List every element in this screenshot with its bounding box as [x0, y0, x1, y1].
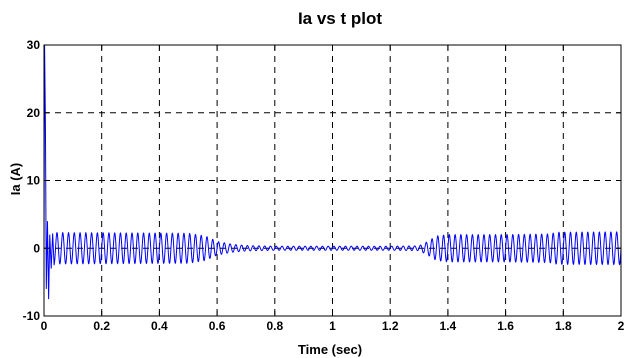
x-tick-label: 0	[41, 319, 48, 333]
y-tick-label: 0	[33, 241, 40, 255]
x-tick-label: 1.4	[440, 319, 457, 333]
series-layer	[43, 44, 622, 300]
x-tick-label: 1.8	[555, 319, 572, 333]
x-tick-label: 0.2	[93, 319, 110, 333]
chart-title: Ia vs t plot	[298, 9, 382, 28]
y-tick-label: -10	[23, 309, 41, 323]
y-tick-label: 30	[27, 38, 41, 52]
y-axis-ticks: -10 0 10 20 30	[23, 38, 621, 323]
x-tick-label: 0.4	[151, 319, 168, 333]
x-tick-label: 2	[618, 319, 625, 333]
y-tick-label: 10	[27, 174, 41, 188]
x-axis-label: Time (sec)	[298, 342, 362, 357]
x-tick-label: 1.6	[497, 319, 514, 333]
x-axis-ticks: 0 0.2 0.4 0.6 0.8 1 1.2 1.4 1.6 1.8 2	[41, 45, 625, 333]
x-tick-label: 1.2	[382, 319, 399, 333]
x-tick-label: 0.8	[266, 319, 283, 333]
plot-area	[43, 44, 622, 317]
y-axis-label: Ia (A)	[8, 163, 23, 196]
x-tick-label: 1	[329, 319, 336, 333]
y-tick-label: 20	[27, 106, 41, 120]
x-tick-label: 0.6	[209, 319, 226, 333]
series-line-ia	[43, 44, 622, 300]
